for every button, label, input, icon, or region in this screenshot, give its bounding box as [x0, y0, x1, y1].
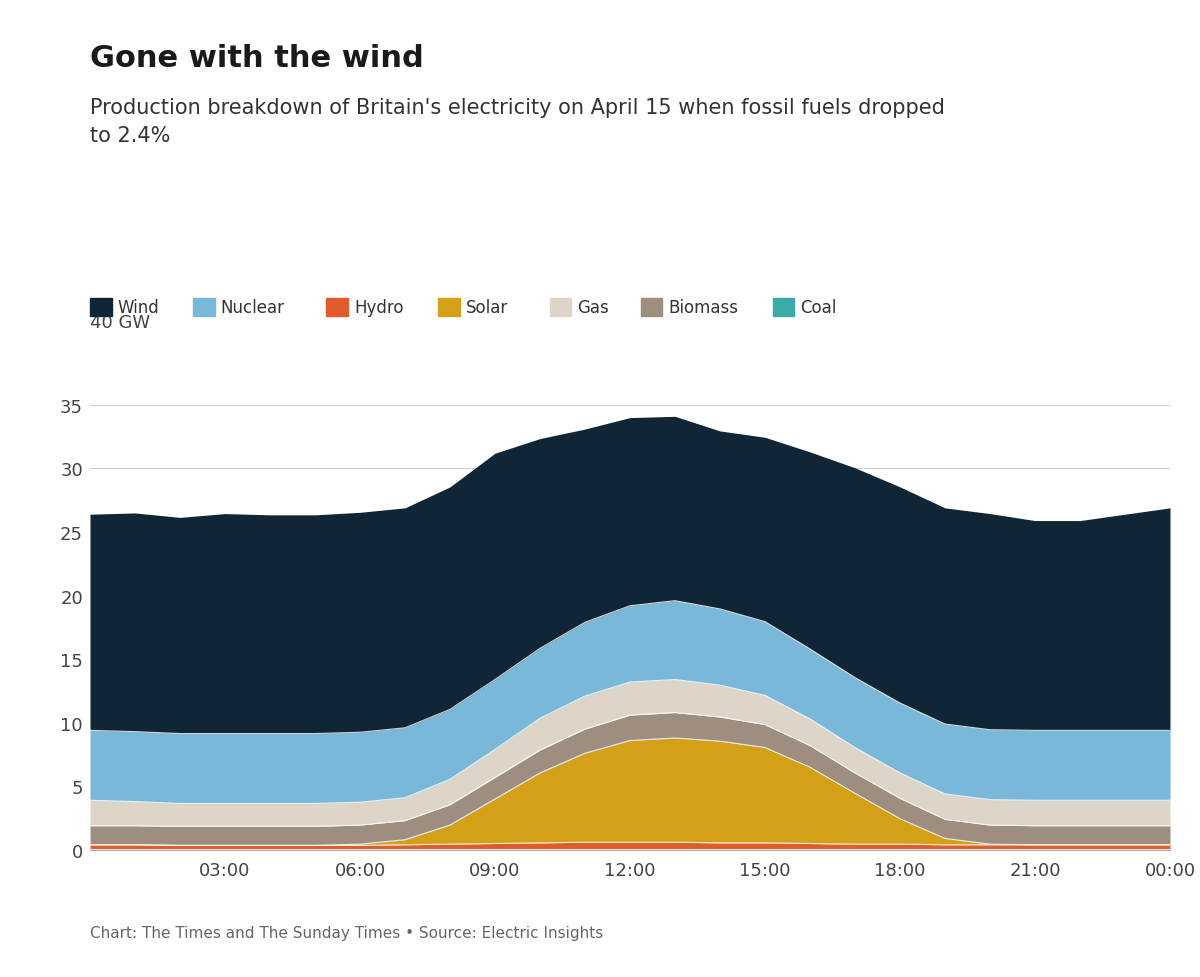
Text: Gas: Gas	[577, 299, 608, 317]
Text: 40 GW: 40 GW	[90, 314, 150, 332]
Text: Hydro: Hydro	[354, 299, 403, 317]
Text: Nuclear: Nuclear	[221, 299, 284, 317]
Text: Solar: Solar	[466, 299, 508, 317]
Text: Chart: The Times and The Sunday Times • Source: Electric Insights: Chart: The Times and The Sunday Times • …	[90, 925, 604, 940]
Text: Coal: Coal	[800, 299, 836, 317]
Text: Wind: Wind	[118, 299, 160, 317]
Text: Biomass: Biomass	[668, 299, 738, 317]
Text: Production breakdown of Britain's electricity on April 15 when fossil fuels drop: Production breakdown of Britain's electr…	[90, 98, 944, 146]
Text: Gone with the wind: Gone with the wind	[90, 44, 424, 73]
